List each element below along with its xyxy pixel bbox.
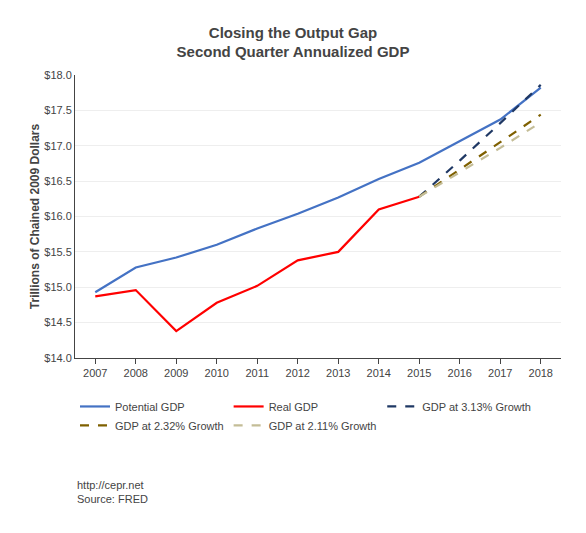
svg-text:2014: 2014 bbox=[367, 367, 391, 379]
svg-text:$17.0: $17.0 bbox=[44, 140, 72, 152]
svg-text:$15.5: $15.5 bbox=[44, 246, 72, 258]
svg-text:2018: 2018 bbox=[529, 367, 553, 379]
svg-text:Potential GDP: Potential GDP bbox=[115, 401, 185, 413]
svg-text:2010: 2010 bbox=[205, 367, 229, 379]
svg-text:$15.0: $15.0 bbox=[44, 281, 72, 293]
svg-text:GDP at 3.13% Growth: GDP at 3.13% Growth bbox=[422, 401, 531, 413]
svg-text:2016: 2016 bbox=[448, 367, 472, 379]
svg-text:http://cepr.netSource: FRED: http://cepr.netSource: FRED bbox=[77, 479, 148, 505]
svg-text:$18.0: $18.0 bbox=[44, 69, 72, 81]
svg-text:Real GDP: Real GDP bbox=[269, 401, 319, 413]
svg-text:Closing the Output GapSecond Q: Closing the Output GapSecond Quarter Ann… bbox=[177, 24, 410, 61]
svg-text:$17.5: $17.5 bbox=[44, 104, 72, 116]
svg-text:$16.0: $16.0 bbox=[44, 210, 72, 222]
svg-text:2013: 2013 bbox=[326, 367, 350, 379]
svg-text:2008: 2008 bbox=[124, 367, 148, 379]
svg-text:GDP at 2.32% Growth: GDP at 2.32% Growth bbox=[115, 420, 224, 432]
svg-text:2012: 2012 bbox=[286, 367, 310, 379]
svg-text:2015: 2015 bbox=[407, 367, 431, 379]
svg-text:2009: 2009 bbox=[164, 367, 188, 379]
svg-text:Trillions of Chained 2009 Doll: Trillions of Chained 2009 Dollars bbox=[28, 123, 42, 309]
svg-text:$14.0: $14.0 bbox=[44, 352, 72, 364]
svg-text:GDP at 2.11% Growth: GDP at 2.11% Growth bbox=[269, 420, 377, 432]
svg-text:2017: 2017 bbox=[488, 367, 512, 379]
svg-text:2011: 2011 bbox=[245, 367, 269, 379]
svg-text:$16.5: $16.5 bbox=[44, 175, 72, 187]
svg-text:2007: 2007 bbox=[83, 367, 107, 379]
svg-text:$14.5: $14.5 bbox=[44, 316, 72, 328]
